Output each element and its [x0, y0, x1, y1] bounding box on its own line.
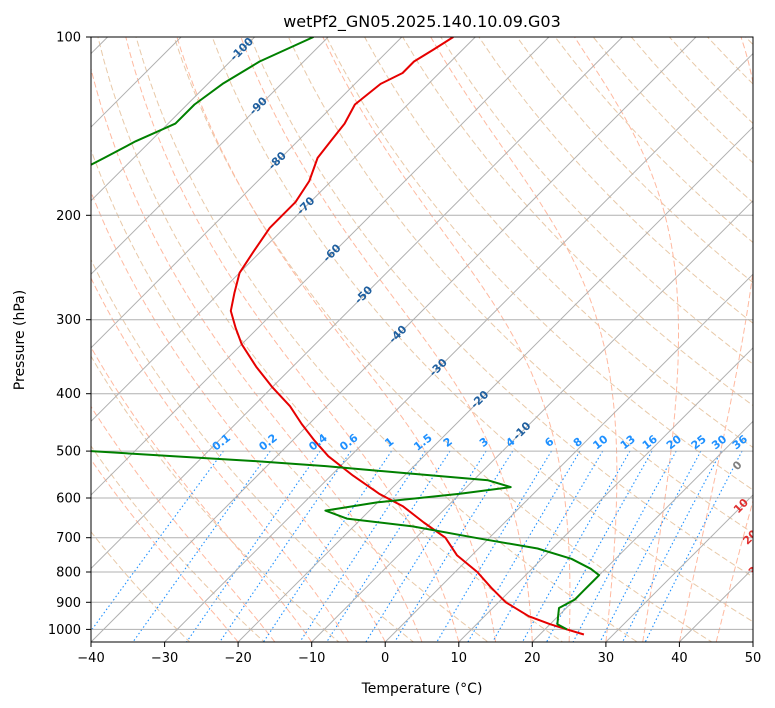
- isotherm-line: [605, 494, 753, 642]
- moist-adiabat-line: [125, 37, 460, 642]
- mixing-ratio-line: [492, 450, 604, 642]
- x-tick-label: 40: [671, 651, 688, 666]
- dry-adiabat-line: [91, 531, 191, 642]
- axes: −40 −30 −20 −10 0 10 20 30 40 50 100 200 300 400 500 60…: [48, 31, 761, 667]
- x-tick-label: −20: [224, 651, 251, 666]
- x-tick-label: −40: [77, 651, 104, 666]
- dry-adiabat-line: [402, 37, 753, 407]
- mixing-ratio-line: [299, 450, 426, 642]
- temperature-profile-line: [229, 37, 585, 636]
- y-tick-label: 900: [56, 596, 81, 611]
- y-axis-title: Pressure (hPa): [12, 290, 28, 390]
- isotherm-line: [458, 347, 753, 642]
- dry-adiabat-line: [364, 37, 753, 449]
- y-tick-label: 800: [56, 566, 81, 581]
- dry-adiabat-line: [249, 37, 753, 578]
- plot-frame: [90, 36, 754, 643]
- x-axis-title: Temperature (°C): [361, 681, 483, 697]
- y-tick-label: 300: [56, 313, 81, 328]
- x-tick-label: 20: [524, 651, 541, 666]
- mixing-ratio-line: [644, 450, 743, 642]
- dry-adiabat-line: [97, 37, 564, 642]
- y-tick-label: 400: [56, 387, 81, 402]
- mixing-ratio-line: [572, 450, 677, 642]
- dry-adiabat-line: [440, 37, 753, 365]
- moist-adiabat-line: [678, 37, 753, 642]
- dry-adiabats: [91, 37, 753, 642]
- y-tick-label: 500: [56, 445, 81, 460]
- profiles: [91, 37, 601, 636]
- isotherm-line: [91, 37, 697, 642]
- dry-adiabat-line: [287, 37, 753, 534]
- moist-adiabat-line: [91, 276, 349, 642]
- y-tick-label: 1000: [48, 623, 81, 638]
- y-tick-label: 100: [56, 31, 81, 46]
- isotherm-line: [531, 420, 753, 642]
- x-tick-label: −10: [298, 651, 325, 666]
- chart-title: wetPf2_GN05.2025.140.10.09.G03: [283, 12, 561, 32]
- dry-adiabat-line: [135, 37, 639, 642]
- isotherm-line: [91, 37, 329, 275]
- isotherm-line: [91, 37, 256, 202]
- dewpoint-profile-line: [91, 37, 601, 631]
- moist-adiabat-line: [322, 37, 571, 642]
- isotherm-line: [311, 199, 753, 642]
- moist-adiabat-line: [430, 37, 618, 642]
- moist-adiabat-line: [574, 37, 679, 642]
- isotherm-line: [384, 273, 753, 642]
- y-tick-label: 700: [56, 531, 81, 546]
- mixing-ratio-line: [219, 450, 352, 642]
- x-tick-label: −30: [151, 651, 178, 666]
- isotherms: [91, 37, 753, 642]
- isotherm-line: [91, 37, 550, 496]
- x-tick-label: 50: [745, 651, 762, 666]
- mixing-ratio-line: [186, 450, 321, 642]
- moist-adiabat-line: [91, 458, 239, 642]
- mixing-ratio-line: [263, 450, 392, 642]
- mixing-ratio-line: [546, 450, 653, 642]
- moist-adiabat-line: [176, 37, 497, 642]
- dry-adiabat-line: [91, 445, 265, 642]
- isotherm-line: [91, 37, 476, 423]
- y-tick-label: 600: [56, 492, 81, 507]
- moist-adiabat-line: [91, 190, 386, 642]
- mixing-ratio-line: [91, 450, 224, 632]
- isotherm-line: [164, 52, 753, 642]
- isotherm-line: [91, 37, 403, 349]
- dry-adiabat-line: [173, 37, 713, 642]
- mixing-ratio-line: [622, 450, 722, 642]
- plot-area: 0.1 0.2 0.4 0.6 1 1.5 2 3 4 6 8 10 13 16 20 25 30 36-100-…: [91, 37, 766, 642]
- moist-adiabat-label: 30: [746, 558, 766, 578]
- dry-adiabat-line: [325, 37, 753, 491]
- isotherm-line: [237, 126, 753, 642]
- mixing-ratio-line: [599, 450, 702, 642]
- x-tick-label: 30: [598, 651, 615, 666]
- isotherm-line: [91, 37, 623, 570]
- x-tick-label: 0: [381, 651, 389, 666]
- dry-adiabat-line: [211, 37, 753, 623]
- x-tick-label: 10: [451, 651, 468, 666]
- y-tick-label: 200: [56, 209, 81, 224]
- dry-adiabat-line: [91, 148, 489, 642]
- moist-adiabat-line: [91, 66, 423, 642]
